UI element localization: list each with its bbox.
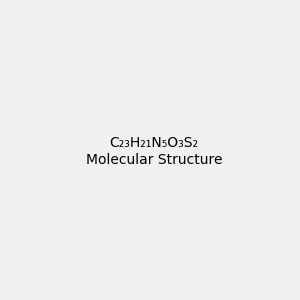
Text: C₂₃H₂₁N₅O₃S₂
Molecular Structure: C₂₃H₂₁N₅O₃S₂ Molecular Structure: [85, 136, 222, 166]
